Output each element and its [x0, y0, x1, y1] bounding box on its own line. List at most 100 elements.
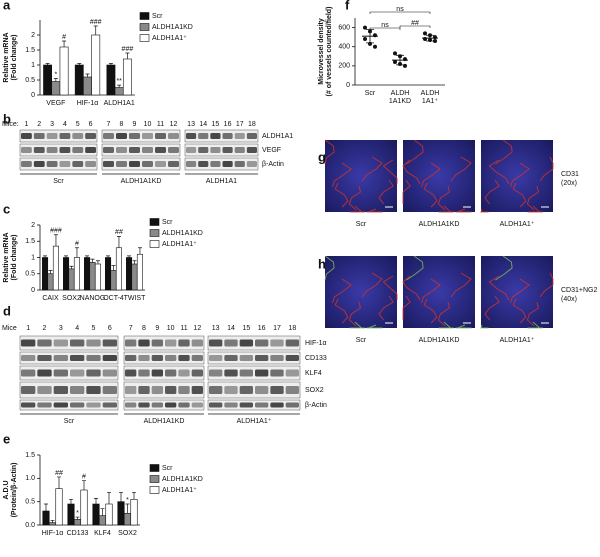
- micrograph: [403, 256, 475, 328]
- comparison-label: ns: [381, 22, 389, 29]
- legend-label: Scr: [152, 13, 163, 20]
- error-bar: [116, 236, 121, 248]
- mice-label: Mice: [2, 325, 17, 332]
- lane-number: 4: [63, 121, 67, 128]
- y-tick-label: 0: [31, 287, 35, 294]
- vessel: [455, 208, 472, 213]
- error-bar: [44, 503, 48, 511]
- vessel: [420, 278, 441, 304]
- blot-band: [285, 369, 299, 377]
- blot-band: [165, 339, 177, 347]
- blot-band: [46, 161, 58, 167]
- data-point: [393, 51, 397, 56]
- bracket: [369, 11, 431, 14]
- blot-band: [138, 339, 150, 347]
- x-tick-label: ALDH: [421, 90, 440, 97]
- error-bar: [107, 491, 111, 504]
- y-axis-label: (# of vessels counted/field): [326, 7, 333, 97]
- blot-band: [178, 339, 190, 347]
- blot-band: [138, 386, 150, 394]
- vessel: [526, 185, 539, 211]
- x-tick-label: 1A1KD: [389, 98, 411, 105]
- lane-number: 16: [258, 325, 266, 332]
- blot-band: [285, 355, 299, 361]
- blot-band: [151, 402, 163, 408]
- micrograph-label: Scr: [356, 337, 367, 344]
- blot-band: [125, 355, 137, 361]
- bar: [91, 34, 101, 96]
- bracket: [399, 25, 431, 28]
- y-tick-label: 0: [346, 82, 350, 89]
- significance: **: [116, 78, 122, 85]
- lane-number: 8: [142, 325, 146, 332]
- vessel: [361, 272, 383, 298]
- blot-band: [234, 161, 245, 167]
- blot-band: [53, 369, 68, 377]
- error-bar: [94, 498, 98, 504]
- error-bar: [132, 260, 137, 264]
- significance: #: [82, 474, 86, 481]
- x-tick-label: HIF-1α: [42, 530, 64, 537]
- vessel: [484, 179, 500, 205]
- blot-band: [191, 386, 203, 394]
- vessel: [437, 185, 450, 211]
- blot-band: [222, 161, 233, 167]
- error-bar: [53, 78, 58, 82]
- significance: #: [75, 241, 79, 248]
- blot-band: [209, 339, 223, 347]
- legend-label: ALDH1A1⁺: [162, 241, 197, 248]
- blot-band: [33, 147, 45, 153]
- data-point: [363, 25, 367, 30]
- error-bar: [62, 40, 67, 47]
- panel-letter: b: [3, 111, 11, 126]
- blot-band: [191, 355, 203, 361]
- bar: [115, 247, 122, 291]
- significance: *: [76, 510, 79, 517]
- lane-number: 6: [108, 325, 112, 332]
- lane-number: 7: [129, 325, 133, 332]
- blot-band: [53, 402, 68, 408]
- blot-band: [53, 355, 68, 361]
- blot-band: [168, 147, 179, 153]
- blot-band: [255, 402, 269, 408]
- blot-band: [155, 161, 166, 167]
- vessel: [334, 298, 349, 324]
- blot-band: [21, 386, 36, 394]
- blot-band: [198, 161, 209, 167]
- blot-band: [165, 369, 177, 377]
- blot-band: [21, 133, 32, 139]
- group-label: Scr: [64, 418, 75, 425]
- error-bar: [85, 73, 90, 77]
- blot-band: [85, 133, 96, 139]
- vessel: [420, 162, 441, 188]
- blot-band: [255, 355, 269, 361]
- blot-band: [103, 147, 114, 153]
- vessel: [423, 298, 438, 324]
- vessel: [526, 301, 539, 327]
- blot-band: [129, 133, 140, 139]
- error-bar: [75, 516, 80, 520]
- blot-band: [186, 147, 197, 153]
- panel-letter: c: [3, 201, 10, 216]
- bar: [126, 257, 133, 291]
- x-tick-label: HIF-1α: [77, 100, 99, 107]
- bar: [83, 76, 92, 96]
- blot-band: [70, 402, 85, 408]
- blot-band: [191, 402, 203, 408]
- blot-band: [70, 355, 85, 361]
- legend-label: Scr: [162, 465, 173, 472]
- lane-number: 8: [120, 121, 124, 128]
- blot-band: [21, 339, 36, 347]
- y-tick-label: 0: [31, 92, 35, 99]
- vessel: [488, 159, 510, 185]
- blot-band: [129, 147, 140, 153]
- blot-band: [270, 339, 284, 347]
- blot-band: [46, 147, 58, 153]
- y-axis-label: A.D.U: [3, 480, 10, 499]
- vessel: [349, 205, 365, 213]
- x-tick-label: SOX2: [62, 295, 81, 302]
- x-tick-label: CD133: [67, 530, 89, 537]
- x-tick-label: TWIST: [124, 295, 146, 302]
- vessel: [438, 205, 454, 213]
- x-tick-label: ALDH: [391, 90, 410, 97]
